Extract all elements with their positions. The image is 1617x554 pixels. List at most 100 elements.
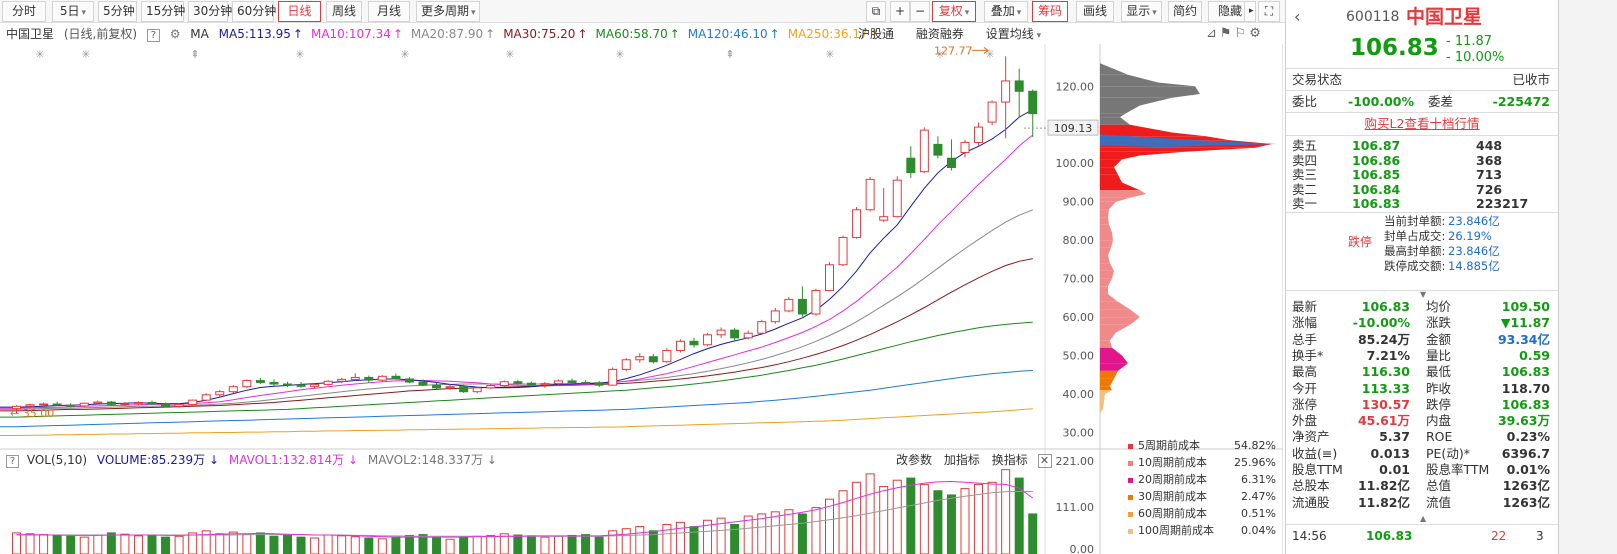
candle[interactable] <box>215 390 225 397</box>
volume-bar[interactable] <box>52 534 62 554</box>
volume-bar[interactable] <box>486 534 496 554</box>
candle[interactable] <box>919 127 929 173</box>
volume-bar[interactable] <box>445 538 455 554</box>
volume-bar[interactable] <box>635 526 645 554</box>
volume-bar[interactable] <box>1001 469 1011 554</box>
candle[interactable] <box>459 384 469 393</box>
event-marker[interactable]: ✳ <box>985 48 994 61</box>
candle[interactable] <box>25 403 35 409</box>
volume-bar[interactable] <box>513 534 523 554</box>
candle[interactable] <box>825 262 834 292</box>
gear-icon[interactable]: ⚙ <box>169 27 181 41</box>
candle[interactable] <box>472 386 482 394</box>
candle[interactable] <box>621 358 631 372</box>
candle[interactable] <box>161 402 171 408</box>
candle[interactable] <box>120 402 130 406</box>
candle[interactable] <box>310 383 320 389</box>
volume-bar[interactable] <box>323 534 333 554</box>
candle[interactable] <box>852 207 862 239</box>
volume-bar[interactable] <box>188 532 198 554</box>
period-tab-9[interactable]: 更多周期 <box>416 1 480 22</box>
volume-bar[interactable] <box>201 530 211 554</box>
volume-bar[interactable] <box>161 536 171 554</box>
volume-bar[interactable] <box>106 532 116 554</box>
candle[interactable] <box>567 378 577 384</box>
l2-link[interactable]: 购买L2查看十档行情 <box>1364 116 1480 131</box>
volume-bar[interactable] <box>147 534 157 554</box>
candle[interactable] <box>865 177 875 212</box>
candle[interactable] <box>391 373 401 380</box>
volume-bar[interactable] <box>215 533 225 554</box>
candle[interactable] <box>797 286 807 317</box>
tool-button-5[interactable]: 简约 <box>1168 1 1202 22</box>
candle[interactable] <box>106 400 116 406</box>
volume-bar[interactable] <box>418 534 428 554</box>
candle[interactable] <box>946 139 956 171</box>
volume-bar[interactable] <box>933 490 943 554</box>
volume-bar[interactable] <box>554 535 563 554</box>
candle[interactable] <box>133 401 143 406</box>
candle[interactable] <box>770 307 780 324</box>
volume-bar[interactable] <box>39 534 49 554</box>
more-icon[interactable]: ▸ <box>1244 1 1256 22</box>
event-marker[interactable]: ✳ <box>295 48 304 61</box>
candle[interactable] <box>743 330 753 340</box>
event-marker[interactable]: ✳ <box>935 48 944 61</box>
candle[interactable] <box>445 384 455 391</box>
plus-icon[interactable]: + <box>890 1 910 22</box>
candle[interactable] <box>648 354 658 364</box>
link-change-indicator[interactable]: 换指标 <box>991 453 1028 467</box>
period-tab-8[interactable]: 月线 <box>368 1 410 22</box>
candle[interactable] <box>283 381 292 388</box>
event-marker[interactable]: ✳ <box>615 48 624 61</box>
volume-bar[interactable] <box>594 536 604 554</box>
volume-bar[interactable] <box>770 511 780 554</box>
candle[interactable] <box>255 377 265 384</box>
candle[interactable] <box>39 402 49 407</box>
event-marker[interactable]: ✳ <box>81 48 90 61</box>
volume-bar[interactable] <box>892 479 902 554</box>
candle[interactable] <box>499 380 509 387</box>
candle[interactable] <box>418 379 428 387</box>
period-tab-5[interactable]: 60分钟 <box>232 1 276 22</box>
volume-bar[interactable] <box>1014 477 1024 554</box>
candle[interactable] <box>242 379 252 389</box>
volume-bar[interactable] <box>66 535 76 554</box>
candle[interactable] <box>703 332 713 347</box>
fullscreen-icon[interactable]: ⛶ <box>1258 1 1280 22</box>
volume-bar[interactable] <box>811 507 821 554</box>
tool-button-0[interactable]: 复权 <box>932 1 976 22</box>
candle[interactable] <box>662 348 672 363</box>
candle[interactable] <box>432 382 442 390</box>
candle[interactable] <box>1001 56 1011 139</box>
volume-bar[interactable] <box>12 532 21 554</box>
candle[interactable] <box>404 377 414 384</box>
volume-bar[interactable] <box>377 538 387 554</box>
flag-icon[interactable]: ⚑ <box>1219 26 1235 41</box>
candle[interactable] <box>364 375 374 383</box>
candle[interactable] <box>784 297 794 313</box>
candle[interactable] <box>635 353 645 363</box>
candle[interactable] <box>513 379 523 385</box>
period-tab-6[interactable]: 日线 <box>278 1 321 22</box>
period-tab-2[interactable]: 5分钟 <box>98 1 137 22</box>
volume-bar[interactable] <box>25 533 35 554</box>
volume-bar[interactable] <box>310 537 320 554</box>
help-icon[interactable]: ? <box>146 29 160 42</box>
volume-bar[interactable] <box>228 531 238 554</box>
volume-bar[interactable] <box>540 536 550 554</box>
close-icon[interactable]: ✕ <box>1037 454 1052 468</box>
period-tab-4[interactable]: 30分钟 <box>188 1 232 22</box>
copy-icon[interactable]: ⧉ <box>866 1 886 22</box>
candle[interactable] <box>716 327 726 338</box>
volume-bar[interactable] <box>581 534 591 554</box>
volume-bar[interactable] <box>689 526 699 554</box>
candle[interactable] <box>554 379 563 386</box>
volume-bar[interactable] <box>743 515 753 554</box>
settings-icon[interactable]: ⚙ <box>1249 26 1264 41</box>
candle[interactable] <box>93 400 103 405</box>
event-marker[interactable]: ✳ <box>35 48 44 61</box>
tool-button-1[interactable]: 叠加 <box>984 1 1028 22</box>
candle[interactable] <box>879 187 889 223</box>
candle[interactable] <box>228 385 238 394</box>
